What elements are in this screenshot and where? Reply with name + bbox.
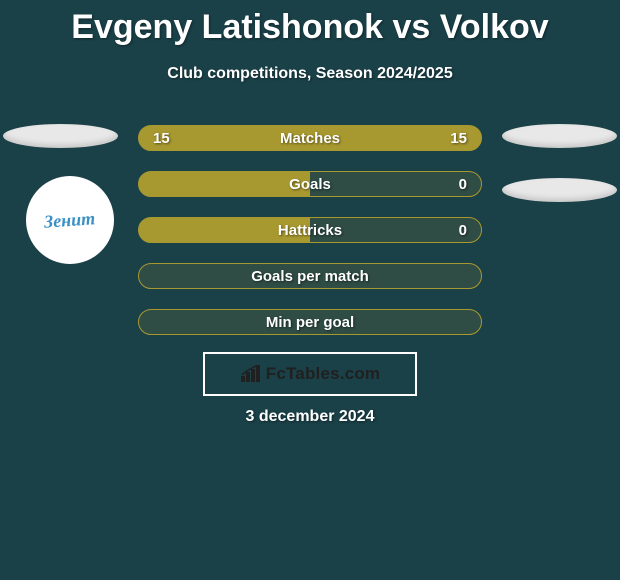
stat-bar-matches: 15 Matches 15	[138, 125, 482, 151]
stats-container: 15 Matches 15 Goals 0 Hattricks 0 Goals …	[138, 125, 482, 355]
team-badge-left: Зенит	[26, 176, 114, 264]
stat-label: Min per goal	[266, 314, 354, 331]
brand-text: FcTables.com	[266, 364, 381, 384]
stat-bar-goals: Goals 0	[138, 171, 482, 197]
stat-value-right: 15	[450, 130, 467, 147]
stat-label: Goals	[289, 176, 331, 193]
stat-label: Matches	[280, 130, 340, 147]
right-placeholder-2	[502, 178, 617, 202]
brand-box: FcTables.com	[203, 352, 417, 396]
stat-bar-hattricks: Hattricks 0	[138, 217, 482, 243]
comparison-subtitle: Club competitions, Season 2024/2025	[0, 65, 620, 83]
stat-bar-gpm: Goals per match	[138, 263, 482, 289]
date-text: 3 december 2024	[0, 408, 620, 426]
bar-chart-icon	[240, 365, 262, 383]
left-placeholder-1	[3, 124, 118, 148]
stat-label: Hattricks	[278, 222, 342, 239]
stat-label: Goals per match	[251, 268, 369, 285]
stat-bar-mpg: Min per goal	[138, 309, 482, 335]
stat-value-right: 0	[459, 222, 467, 239]
comparison-title: Evgeny Latishonok vs Volkov	[0, 0, 620, 47]
zenit-logo: Зенит	[44, 208, 96, 233]
right-placeholder-1	[502, 124, 617, 148]
stat-value-right: 0	[459, 176, 467, 193]
stat-value-left: 15	[153, 130, 170, 147]
